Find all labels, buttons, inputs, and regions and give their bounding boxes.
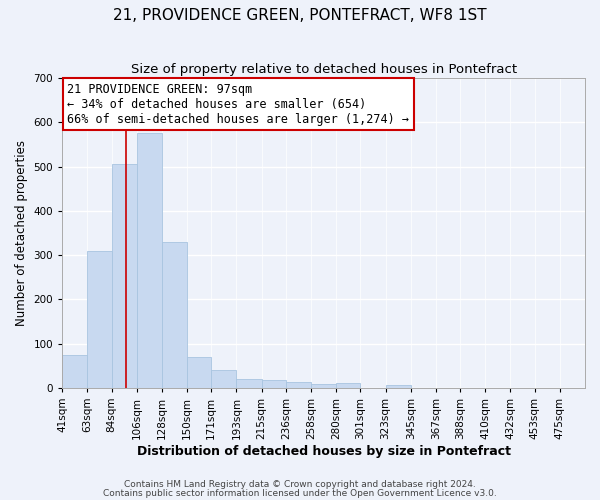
Text: 21, PROVIDENCE GREEN, PONTEFRACT, WF8 1ST: 21, PROVIDENCE GREEN, PONTEFRACT, WF8 1S… <box>113 8 487 22</box>
X-axis label: Distribution of detached houses by size in Pontefract: Distribution of detached houses by size … <box>137 444 511 458</box>
Bar <box>88 250 112 388</box>
Text: Contains public sector information licensed under the Open Government Licence v3: Contains public sector information licen… <box>103 488 497 498</box>
Bar <box>262 380 286 388</box>
Y-axis label: Number of detached properties: Number of detached properties <box>15 140 28 326</box>
Title: Size of property relative to detached houses in Pontefract: Size of property relative to detached ho… <box>131 62 517 76</box>
Bar <box>286 382 311 388</box>
Bar <box>62 354 88 388</box>
Bar <box>112 164 137 388</box>
Bar <box>137 134 162 388</box>
Bar <box>187 357 211 388</box>
Text: 21 PROVIDENCE GREEN: 97sqm
← 34% of detached houses are smaller (654)
66% of sem: 21 PROVIDENCE GREEN: 97sqm ← 34% of deta… <box>67 82 409 126</box>
Bar <box>236 379 262 388</box>
Bar <box>162 242 187 388</box>
Bar <box>386 384 411 388</box>
Bar <box>211 370 236 388</box>
Bar <box>336 384 360 388</box>
Bar <box>311 384 336 388</box>
Text: Contains HM Land Registry data © Crown copyright and database right 2024.: Contains HM Land Registry data © Crown c… <box>124 480 476 489</box>
